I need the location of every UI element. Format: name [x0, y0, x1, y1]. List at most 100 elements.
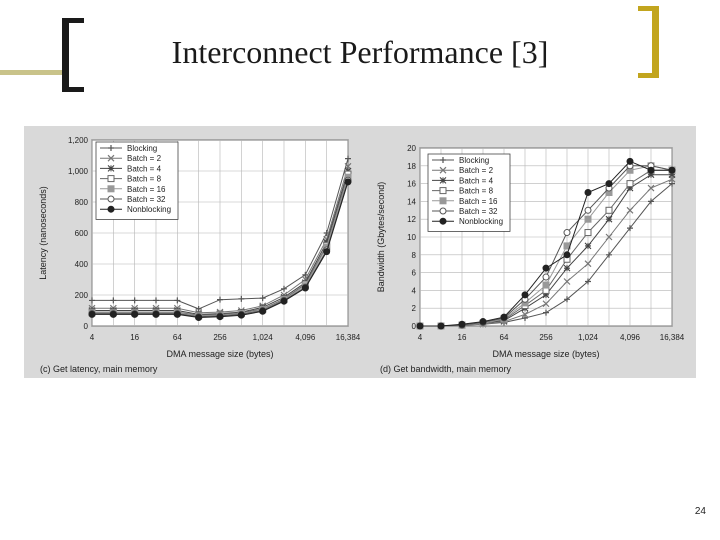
latency-chart-y-axis-label: Latency (nanoseconds)	[38, 186, 48, 280]
right-bracket	[652, 6, 659, 78]
latency-chart-legend-marker	[107, 205, 115, 213]
latency-chart-data-point	[174, 297, 181, 304]
bandwidth-chart-x-axis-label: DMA message size (bytes)	[492, 349, 599, 359]
latency-chart-ytick-label: 0	[84, 322, 89, 331]
bandwidth-chart-legend-marker	[440, 157, 446, 163]
bandwidth-chart-xtick-label: 1,024	[578, 333, 599, 342]
bandwidth-chart-data-point	[564, 296, 570, 303]
bandwidth-chart-data-point	[521, 311, 529, 318]
bandwidth-chart-xtick-label: 256	[539, 333, 553, 342]
latency-chart-xtick-label: 16	[130, 333, 139, 342]
latency-chart-data-point	[280, 297, 288, 305]
bandwidth-chart-data-point	[584, 229, 592, 237]
bandwidth-chart-data-point	[458, 320, 466, 328]
latency-chart-data-point	[89, 297, 95, 304]
bandwidth-chart-data-point	[522, 314, 528, 321]
bandwidth-chart-xtick-label: 16,384	[660, 333, 685, 342]
bandwidth-chart-data-point	[542, 273, 550, 281]
latency-chart-ytick-label: 600	[75, 229, 89, 238]
latency-chart-data-point	[216, 313, 224, 321]
bandwidth-chart-ytick-label: 6	[412, 269, 417, 278]
bandwidth-chart-ytick-label: 12	[407, 215, 416, 224]
bandwidth-chart-data-point	[416, 322, 424, 330]
bandwidth-chart-data-point	[542, 281, 550, 289]
latency-chart-data-point	[131, 310, 139, 318]
bandwidth-chart-data-point	[605, 206, 613, 214]
latency-chart-data-point	[217, 296, 223, 303]
bandwidth-chart-ytick-label: 20	[407, 144, 416, 153]
bandwidth-chart-ytick-label: 14	[407, 197, 416, 206]
bandwidth-chart-data-point	[605, 215, 613, 223]
bandwidth-chart-legend-label: Blocking	[459, 156, 489, 165]
latency-chart: 0 200 400 600 800 1,000 1,200 4 16 64 256 1,024 4,09…	[38, 136, 361, 374]
bandwidth-chart-data-point	[626, 180, 634, 188]
latency-chart-xtick-label: 256	[213, 333, 227, 342]
bandwidth-chart-data-point	[647, 166, 655, 174]
latency-chart-legend-label: Batch = 4	[127, 164, 162, 173]
bandwidth-chart-data-point	[563, 229, 571, 237]
latency-chart-ytick-label: 400	[75, 260, 89, 269]
latency-chart-legend-label: Batch = 8	[127, 175, 162, 184]
bandwidth-chart-y-axis-label: Bandwidth (Gbytes/second)	[376, 182, 386, 293]
latency-chart-data-point	[195, 305, 202, 312]
bandwidth-chart-legend-label: Batch = 8	[459, 187, 494, 196]
latency-chart-data-point	[259, 295, 266, 302]
bandwidth-chart-data-point	[521, 291, 529, 299]
bandwidth-chart-data-point	[626, 184, 634, 192]
bandwidth-chart-data-point	[584, 206, 592, 214]
bandwidth-chart-legend-marker	[439, 177, 447, 184]
latency-chart-data-point	[88, 310, 96, 318]
latency-chart-data-point	[110, 297, 117, 304]
bandwidth-chart-data-point	[668, 166, 676, 174]
latency-chart-x-axis-label: DMA message size (bytes)	[166, 349, 273, 359]
latency-chart-data-point	[109, 310, 117, 318]
latency-chart-legend-marker	[107, 195, 115, 203]
left-bracket-bottom	[62, 87, 84, 92]
bandwidth-chart-data-point	[605, 233, 613, 241]
latency-chart-legend-label: Batch = 16	[127, 185, 166, 194]
bandwidth-chart-legend-label: Batch = 32	[459, 207, 498, 216]
latency-chart-ytick-label: 200	[75, 291, 89, 300]
bandwidth-chart-xtick-label: 16	[458, 333, 467, 342]
figure-panel: 0 200 400 600 800 1,000 1,200 4 16 64 256 1,024 4,09…	[24, 126, 696, 378]
bandwidth-chart-data-point	[437, 322, 445, 330]
bandwidth-chart-data-point	[563, 278, 571, 285]
bandwidth-chart-data-point	[669, 180, 675, 187]
bandwidth-chart-data-point	[626, 206, 634, 214]
bandwidth-chart-xtick-label: 64	[500, 333, 509, 342]
latency-chart-data-point	[259, 307, 267, 315]
bandwidth-chart-legend-marker	[439, 217, 447, 225]
bandwidth-chart: 0 2 4 6 8 10 12 14 16 18 20 4 16 64 256 1,024 4,096 16,38…	[376, 144, 685, 374]
bandwidth-chart-ytick-label: 4	[412, 286, 417, 295]
latency-chart-xtick-label: 4	[90, 333, 95, 342]
latency-chart-legend-label: Batch = 2	[127, 154, 162, 163]
latency-chart-data-point	[345, 155, 351, 162]
left-bracket-top	[62, 18, 84, 23]
right-bracket-top	[638, 6, 659, 11]
bandwidth-chart-caption: (d) Get bandwidth, main memory	[380, 364, 512, 374]
latency-chart-data-point	[152, 310, 160, 318]
bandwidth-chart-xtick-label: 4	[418, 333, 423, 342]
latency-chart-xtick-label: 1,024	[253, 333, 274, 342]
bandwidth-chart-data-point	[605, 180, 613, 188]
bandwidth-chart-data-point	[647, 171, 655, 179]
bandwidth-chart-data-point	[626, 157, 634, 165]
latency-chart-data-point	[344, 178, 352, 186]
bandwidth-chart-data-point	[542, 300, 550, 308]
bandwidth-chart-xtick-label: 4,096	[620, 333, 641, 342]
latency-chart-data-point	[301, 284, 309, 292]
bandwidth-chart-ytick-label: 16	[407, 180, 416, 189]
bandwidth-chart-data-point	[584, 189, 592, 196]
latency-chart-legend-label: Blocking	[127, 144, 157, 153]
bandwidth-chart-ytick-label: 0	[412, 322, 417, 331]
bandwidth-chart-ytick-label: 2	[412, 304, 417, 313]
bandwidth-chart-data-point	[500, 313, 508, 321]
latency-chart-caption: (c) Get latency, main memory	[40, 364, 158, 374]
bandwidth-chart-data-point	[563, 264, 571, 272]
bandwidth-chart-data-point	[647, 184, 655, 192]
bandwidth-chart-legend-label: Batch = 4	[459, 176, 494, 185]
latency-chart-data-point	[195, 313, 203, 321]
bandwidth-chart-data-point	[584, 242, 592, 250]
